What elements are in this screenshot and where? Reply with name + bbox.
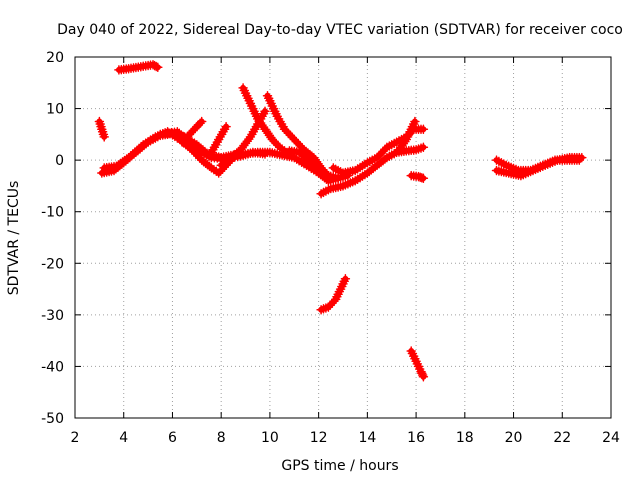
series-arc-9 <box>238 83 292 158</box>
data-point-marker <box>325 300 335 310</box>
series-arc-11 <box>284 146 343 186</box>
data-point-marker <box>260 149 270 159</box>
series-arc-7 <box>206 121 231 158</box>
series-arc-14 <box>394 116 420 155</box>
y-tick-label: 20 <box>46 50 64 66</box>
x-tick-label: 6 <box>168 430 177 446</box>
data-point-marker <box>151 61 161 72</box>
data-point-marker <box>410 116 420 127</box>
data-point-marker <box>418 371 429 382</box>
x-tick-label: 24 <box>602 430 620 446</box>
grid-lines <box>75 57 611 418</box>
data-point-marker <box>323 302 334 312</box>
data-point-marker <box>267 134 278 145</box>
data-point-marker <box>574 155 585 165</box>
data-point-marker <box>186 127 197 138</box>
x-axis-label: GPS time / hours <box>281 458 398 474</box>
y-tick-label: -40 <box>41 359 64 375</box>
x-tick-label: 10 <box>261 430 279 446</box>
data-point-marker <box>340 274 351 284</box>
y-tick-label: 0 <box>55 153 64 169</box>
chart-title: Day 040 of 2022, Sidereal Day-to-day VTE… <box>57 22 623 38</box>
x-tick-label: 18 <box>456 430 474 446</box>
x-tick-label: 8 <box>217 430 226 446</box>
y-tick-label: 10 <box>46 102 64 118</box>
y-tick-label: -20 <box>41 256 64 272</box>
x-tick-label: 12 <box>310 430 328 446</box>
data-point-marker <box>418 173 429 183</box>
data-point-marker <box>153 62 163 73</box>
data-point-marker <box>418 124 429 134</box>
data-point-marker <box>99 132 109 142</box>
y-tick-label: -10 <box>41 205 64 221</box>
data-series <box>94 59 587 382</box>
x-tick-label: 20 <box>505 430 523 446</box>
data-point-marker <box>188 125 198 136</box>
x-tick-label: 14 <box>358 430 376 446</box>
data-point-marker <box>195 118 205 128</box>
data-point-marker <box>271 138 281 149</box>
series-arc-6 <box>177 116 207 147</box>
x-tick-label: 4 <box>119 430 128 446</box>
series-arc-15 <box>406 170 429 183</box>
data-point-marker <box>213 168 224 178</box>
x-tick-label: 2 <box>71 430 80 446</box>
y-tick-labels: 20 10 0 -10 -20 -30 -40 -50 <box>41 50 64 427</box>
series-arc-17 <box>406 346 429 382</box>
series-arc-16 <box>316 274 351 315</box>
data-point-marker <box>182 131 193 142</box>
y-tick-label: -30 <box>41 308 64 324</box>
axis-ticks <box>74 56 612 419</box>
data-point-marker <box>181 133 191 143</box>
series-arc-12 <box>316 142 429 199</box>
x-tick-labels: 2 4 6 8 10 12 14 16 18 20 22 24 <box>71 430 620 446</box>
data-point-marker <box>333 173 343 183</box>
x-tick-label: 22 <box>553 430 571 446</box>
series-arc-1 <box>94 116 109 142</box>
x-tick-label: 16 <box>407 430 425 446</box>
y-tick-label: -50 <box>41 411 64 427</box>
data-point-marker <box>260 106 270 116</box>
y-axis-label: SDTVAR / TECUs <box>6 181 22 296</box>
plot-frame <box>74 56 612 419</box>
data-point-marker <box>418 142 429 153</box>
data-point-marker <box>177 137 187 147</box>
data-point-marker <box>417 370 428 380</box>
series-arc-19 <box>491 155 585 176</box>
data-point-marker <box>196 116 207 127</box>
data-point-marker <box>221 121 231 132</box>
series-arc-2 <box>114 59 163 75</box>
